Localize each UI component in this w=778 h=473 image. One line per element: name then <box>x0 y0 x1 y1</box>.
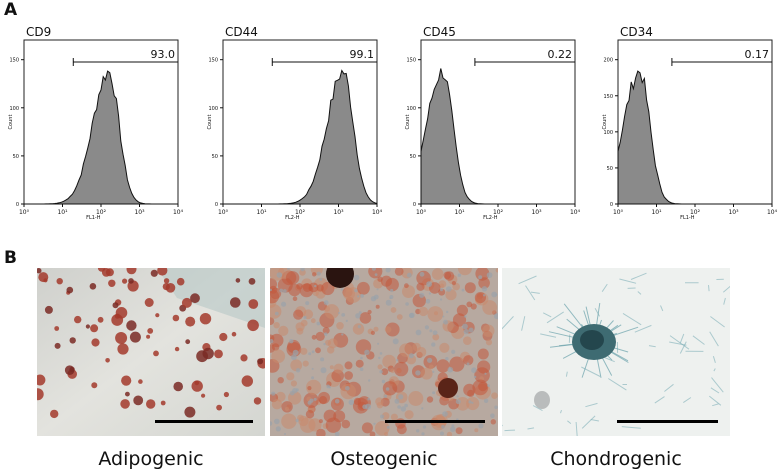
y-axis-label: Count <box>8 115 14 130</box>
histogram-cd9: CD9 93.0 0 50 100 150 Count 10⁰ 10¹ 10² 10³ 10⁴ FL1-… <box>8 25 184 221</box>
marker-label: CD44 <box>225 25 258 39</box>
gate-value: 0.17 <box>745 48 770 61</box>
caption-adipogenic: Adipogenic <box>98 448 204 470</box>
chondrogenic-micrograph <box>502 268 730 436</box>
histogram-curve <box>420 68 575 205</box>
y-tick-label: 50 <box>410 154 416 160</box>
x-tick-label: 10³ <box>728 209 739 216</box>
x-axis-label: FL1-H <box>86 215 101 221</box>
x-tick-label: 10³ <box>333 209 344 216</box>
y-tick-label: 0 <box>16 202 19 208</box>
caption-osteogenic: Osteogenic <box>330 448 438 470</box>
x-tick-label: 10¹ <box>651 209 662 216</box>
x-tick-label: 10⁴ <box>372 209 383 216</box>
histogram-curve <box>223 69 378 205</box>
y-tick-label: 0 <box>610 202 613 208</box>
x-tick-label: 10⁴ <box>173 209 184 216</box>
y-tick-label: 200 <box>603 58 613 64</box>
x-tick-label: 10⁰ <box>613 209 624 216</box>
flow-cytometry-histograms: CD9 93.0 0 50 100 150 Count 10⁰ 10¹ 10² 10³ 10⁴ FL1-… <box>8 25 778 221</box>
x-tick-label: 10³ <box>134 209 145 216</box>
y-axis-label: Count <box>207 115 213 130</box>
marker-label: CD45 <box>423 25 456 39</box>
scale-bar <box>385 420 485 423</box>
y-tick-label: 50 <box>607 166 613 172</box>
histogram-cd34: CD34 0.17 0 50 100 150 200 Count 10⁰ 10¹ 10² 10³ 10⁴… <box>602 25 778 221</box>
y-tick-label: 0 <box>413 202 416 208</box>
gate-value: 93.0 <box>151 48 176 61</box>
gate-value: 99.1 <box>350 48 375 61</box>
histogram-cd44: CD44 99.1 0 50 100 150 Count 10⁰ 10¹ 10² 10³ 10⁴ FL2… <box>207 25 383 221</box>
y-tick-label: 150 <box>9 58 19 64</box>
y-tick-label: 150 <box>406 58 416 64</box>
scale-bar <box>617 420 718 423</box>
x-tick-label: 10² <box>690 209 701 216</box>
y-axis-label: Count <box>405 115 411 130</box>
x-tick-label: 10³ <box>531 209 542 216</box>
histogram-curve <box>24 70 178 205</box>
marker-label: CD34 <box>620 25 653 39</box>
x-tick-label: 10¹ <box>256 209 267 216</box>
x-tick-label: 10² <box>295 209 306 216</box>
y-tick-label: 100 <box>603 130 613 136</box>
y-axis-label: Count <box>602 115 608 130</box>
x-tick-label: 10¹ <box>57 209 68 216</box>
x-tick-label: 10⁰ <box>218 209 229 216</box>
histogram-curve <box>617 70 772 205</box>
scale-bar <box>155 420 253 423</box>
y-tick-label: 100 <box>208 106 218 112</box>
osteogenic-micrograph <box>270 268 498 436</box>
x-tick-label: 10⁰ <box>416 209 427 216</box>
x-tick-label: 10¹ <box>454 209 465 216</box>
x-tick-label: 10⁴ <box>767 209 778 216</box>
y-tick-label: 50 <box>13 154 19 160</box>
y-tick-label: 100 <box>9 106 19 112</box>
caption-chondrogenic: Chondrogenic <box>550 448 682 470</box>
x-tick-label: 10² <box>493 209 504 216</box>
panel-label-b: B <box>4 248 17 268</box>
histogram-cd45: CD45 0.22 0 50 100 150 Count 10⁰ 10¹ 10² 10³ 10⁴ FL2… <box>405 25 581 221</box>
gate-value: 0.22 <box>548 48 573 61</box>
x-axis-label: FL2-H <box>285 215 300 221</box>
y-tick-label: 100 <box>406 106 416 112</box>
y-tick-label: 150 <box>208 58 218 64</box>
y-tick-label: 50 <box>212 154 218 160</box>
y-tick-label: 0 <box>215 202 218 208</box>
x-tick-label: 10⁰ <box>19 209 30 216</box>
panel-label-a: A <box>4 0 18 20</box>
marker-label: CD9 <box>26 25 51 39</box>
x-tick-label: 10² <box>96 209 107 216</box>
y-tick-label: 150 <box>603 94 613 100</box>
adipogenic-micrograph <box>37 268 265 436</box>
x-axis-label: FL1-H <box>680 215 695 221</box>
x-tick-label: 10⁴ <box>570 209 581 216</box>
x-axis-label: FL2-H <box>483 215 498 221</box>
